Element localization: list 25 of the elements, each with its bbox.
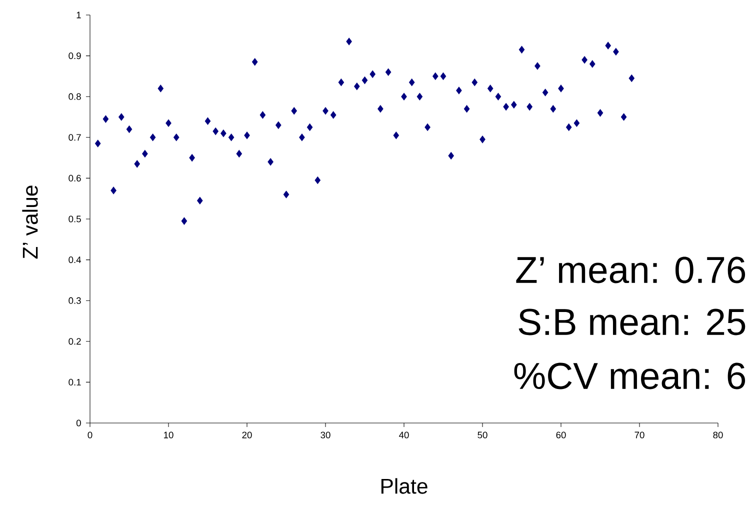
annotation: S:B mean: 25 (518, 308, 746, 336)
y-tick-label: 0.6 (68, 174, 81, 182)
x-tick-label: 30 (320, 432, 330, 438)
y-tick-label: 0.2 (68, 338, 81, 345)
x-tick-label: 60 (556, 432, 566, 438)
annotation: Z’ mean: 0.76 (516, 256, 746, 284)
x-tick-label: 10 (164, 432, 174, 438)
y-tick-label: 0.8 (68, 93, 81, 100)
y-axis-title: Z’ value (22, 186, 38, 259)
y-tick-label: 0.1 (68, 378, 81, 386)
y-tick-label: 1 (76, 12, 81, 18)
x-tick-label: 20 (242, 432, 252, 438)
x-tick-label: 40 (399, 432, 409, 438)
x-tick-label: 80 (713, 432, 723, 438)
y-tick-label: 0.4 (68, 256, 82, 264)
y-tick-label: 0.3 (68, 297, 81, 304)
y-tick-label: 0.9 (68, 52, 81, 60)
x-axis-title: Plate (381, 478, 428, 494)
y-tick-label: 0.5 (68, 216, 81, 222)
y-tick-label: 0.7 (68, 134, 81, 141)
x-tick-label: 70 (634, 432, 644, 438)
x-tick-label: 50 (478, 432, 488, 438)
y-tick-label: 0 (76, 420, 81, 426)
annotation: %CV mean: 6 (514, 362, 746, 390)
x-tick-label: 0 (88, 432, 92, 438)
